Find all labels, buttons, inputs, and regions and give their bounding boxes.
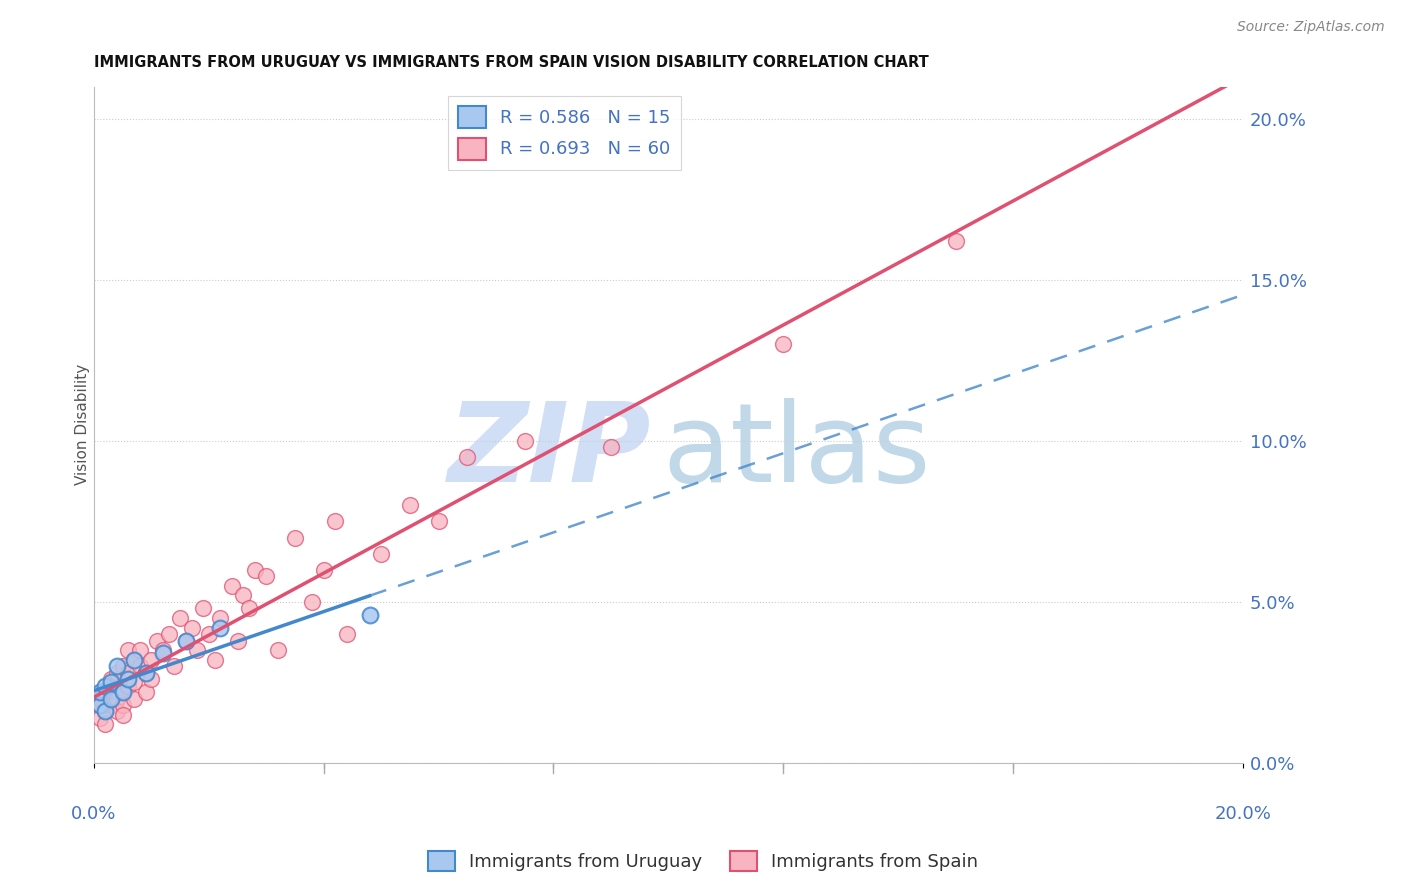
Point	[105, 691, 128, 706]
Point	[186, 643, 208, 657]
Point	[209, 621, 232, 635]
Point	[128, 659, 150, 673]
Legend: R = 0.586   N = 15, R = 0.693   N = 60: R = 0.586 N = 15, R = 0.693 N = 60	[447, 95, 681, 170]
Point	[94, 679, 117, 693]
Text: ZIP: ZIP	[447, 399, 651, 506]
Text: IMMIGRANTS FROM URUGUAY VS IMMIGRANTS FROM SPAIN VISION DISABILITY CORRELATION C: IMMIGRANTS FROM URUGUAY VS IMMIGRANTS FR…	[94, 55, 929, 70]
Point	[111, 707, 134, 722]
Text: 0.0%: 0.0%	[72, 805, 117, 822]
Point	[122, 691, 145, 706]
Point	[89, 698, 111, 712]
Point	[599, 440, 621, 454]
Point	[254, 569, 277, 583]
Point	[117, 679, 139, 693]
Text: Source: ZipAtlas.com: Source: ZipAtlas.com	[1237, 20, 1385, 34]
Point	[513, 434, 536, 448]
Point	[128, 643, 150, 657]
Point	[100, 672, 122, 686]
Point	[152, 647, 174, 661]
Point	[111, 685, 134, 699]
Point	[94, 705, 117, 719]
Point	[323, 515, 346, 529]
Point	[238, 601, 260, 615]
Point	[89, 691, 111, 706]
Point	[100, 675, 122, 690]
Point	[174, 633, 197, 648]
Point	[135, 665, 157, 680]
Point	[427, 515, 450, 529]
Point	[301, 595, 323, 609]
Point	[94, 705, 117, 719]
Point	[141, 672, 163, 686]
Point	[122, 653, 145, 667]
Point	[94, 717, 117, 731]
Point	[456, 450, 478, 464]
Point	[312, 563, 335, 577]
Point	[221, 579, 243, 593]
Point	[191, 601, 214, 615]
Point	[157, 627, 180, 641]
Point	[370, 547, 392, 561]
Point	[141, 653, 163, 667]
Point	[336, 627, 359, 641]
Point	[111, 685, 134, 699]
Point	[105, 705, 128, 719]
Point	[174, 633, 197, 648]
Point	[163, 659, 186, 673]
Point	[398, 498, 420, 512]
Point	[122, 653, 145, 667]
Point	[169, 611, 191, 625]
Point	[135, 685, 157, 699]
Point	[146, 633, 169, 648]
Point	[204, 653, 226, 667]
Point	[267, 643, 290, 657]
Legend: Immigrants from Uruguay, Immigrants from Spain: Immigrants from Uruguay, Immigrants from…	[420, 844, 986, 879]
Point	[226, 633, 249, 648]
Point	[89, 685, 111, 699]
Point	[105, 659, 128, 673]
Point	[180, 621, 202, 635]
Point	[135, 665, 157, 680]
Point	[117, 672, 139, 686]
Text: 20.0%: 20.0%	[1215, 805, 1271, 822]
Point	[772, 337, 794, 351]
Point	[243, 563, 266, 577]
Point	[111, 659, 134, 673]
Point	[117, 665, 139, 680]
Point	[100, 698, 122, 712]
Point	[100, 679, 122, 693]
Point	[89, 698, 111, 712]
Text: atlas: atlas	[662, 399, 931, 506]
Point	[117, 643, 139, 657]
Y-axis label: Vision Disability: Vision Disability	[76, 364, 90, 485]
Point	[232, 589, 254, 603]
Point	[94, 685, 117, 699]
Point	[359, 607, 381, 622]
Point	[198, 627, 221, 641]
Point	[152, 643, 174, 657]
Point	[111, 698, 134, 712]
Point	[89, 711, 111, 725]
Point	[945, 234, 967, 248]
Point	[122, 675, 145, 690]
Point	[209, 611, 232, 625]
Point	[100, 691, 122, 706]
Point	[105, 665, 128, 680]
Point	[284, 531, 307, 545]
